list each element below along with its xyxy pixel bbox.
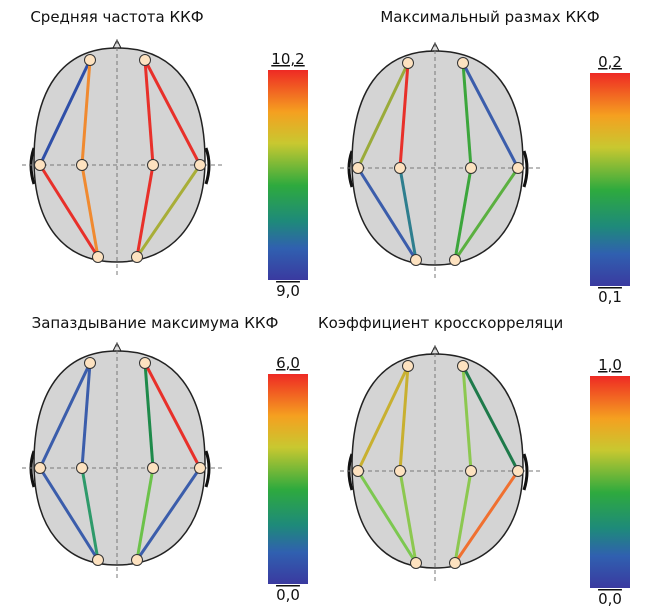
electrode xyxy=(450,255,461,266)
electrode xyxy=(513,163,524,174)
scale-min-label: 0,1 xyxy=(598,288,622,306)
scale-max-label: 6,0 xyxy=(276,354,300,372)
head-map xyxy=(340,346,540,581)
head xyxy=(352,354,523,568)
color-bar xyxy=(590,376,630,588)
electrode xyxy=(140,55,151,66)
panel-title: Запаздывание максимума ККФ xyxy=(32,314,279,332)
right-ear xyxy=(206,148,209,184)
scale-max-label: 1,0 xyxy=(598,356,622,374)
head-map xyxy=(22,343,222,578)
electrode xyxy=(411,558,422,569)
electrode xyxy=(403,58,414,69)
electrode xyxy=(132,555,143,566)
electrode xyxy=(466,466,477,477)
electrode xyxy=(395,163,406,174)
electrode xyxy=(353,163,364,174)
scale-min-label: 9,0 xyxy=(276,282,300,300)
panel-title: Максимальный размах ККФ xyxy=(380,8,599,26)
head xyxy=(352,51,523,265)
electrode xyxy=(458,58,469,69)
panel-title: Коэффициент кросскорреляци xyxy=(318,314,563,332)
electrode xyxy=(132,252,143,263)
electrode xyxy=(93,252,104,263)
head xyxy=(34,48,205,262)
electrode xyxy=(93,555,104,566)
electrode xyxy=(411,255,422,266)
electrode xyxy=(458,361,469,372)
electrode xyxy=(35,463,46,474)
screenshot: 10,2 9,0 Средняя частота ККФ 0,2 0,1 Максимал… xyxy=(0,0,653,610)
electrode xyxy=(85,358,96,369)
electrode xyxy=(395,466,406,477)
electrode xyxy=(353,466,364,477)
right-ear xyxy=(206,451,209,487)
electrode xyxy=(35,160,46,171)
head-map xyxy=(340,43,540,278)
color-bar xyxy=(268,70,308,280)
electrode xyxy=(148,463,159,474)
electrode xyxy=(77,160,88,171)
electrode xyxy=(450,558,461,569)
electrode xyxy=(195,160,206,171)
electrode xyxy=(466,163,477,174)
electrode xyxy=(403,361,414,372)
electrode xyxy=(148,160,159,171)
electrode xyxy=(85,55,96,66)
color-bar xyxy=(268,374,308,584)
right-ear xyxy=(524,151,527,187)
scale-max-label: 10,2 xyxy=(271,50,304,68)
scale-min-label: 0,0 xyxy=(276,586,300,604)
scale-min-label: 0,0 xyxy=(598,590,622,608)
electrode xyxy=(140,358,151,369)
head-map xyxy=(22,40,222,275)
page: 10,2 9,0 Средняя частота ККФ 0,2 0,1 Максимал… xyxy=(0,0,653,610)
head xyxy=(34,351,205,565)
panel-title: Средняя частота ККФ xyxy=(30,8,203,26)
color-bar xyxy=(590,73,630,286)
electrode xyxy=(77,463,88,474)
electrode xyxy=(513,466,524,477)
right-ear xyxy=(524,454,527,490)
electrode xyxy=(195,463,206,474)
scale-max-label: 0,2 xyxy=(598,53,622,71)
